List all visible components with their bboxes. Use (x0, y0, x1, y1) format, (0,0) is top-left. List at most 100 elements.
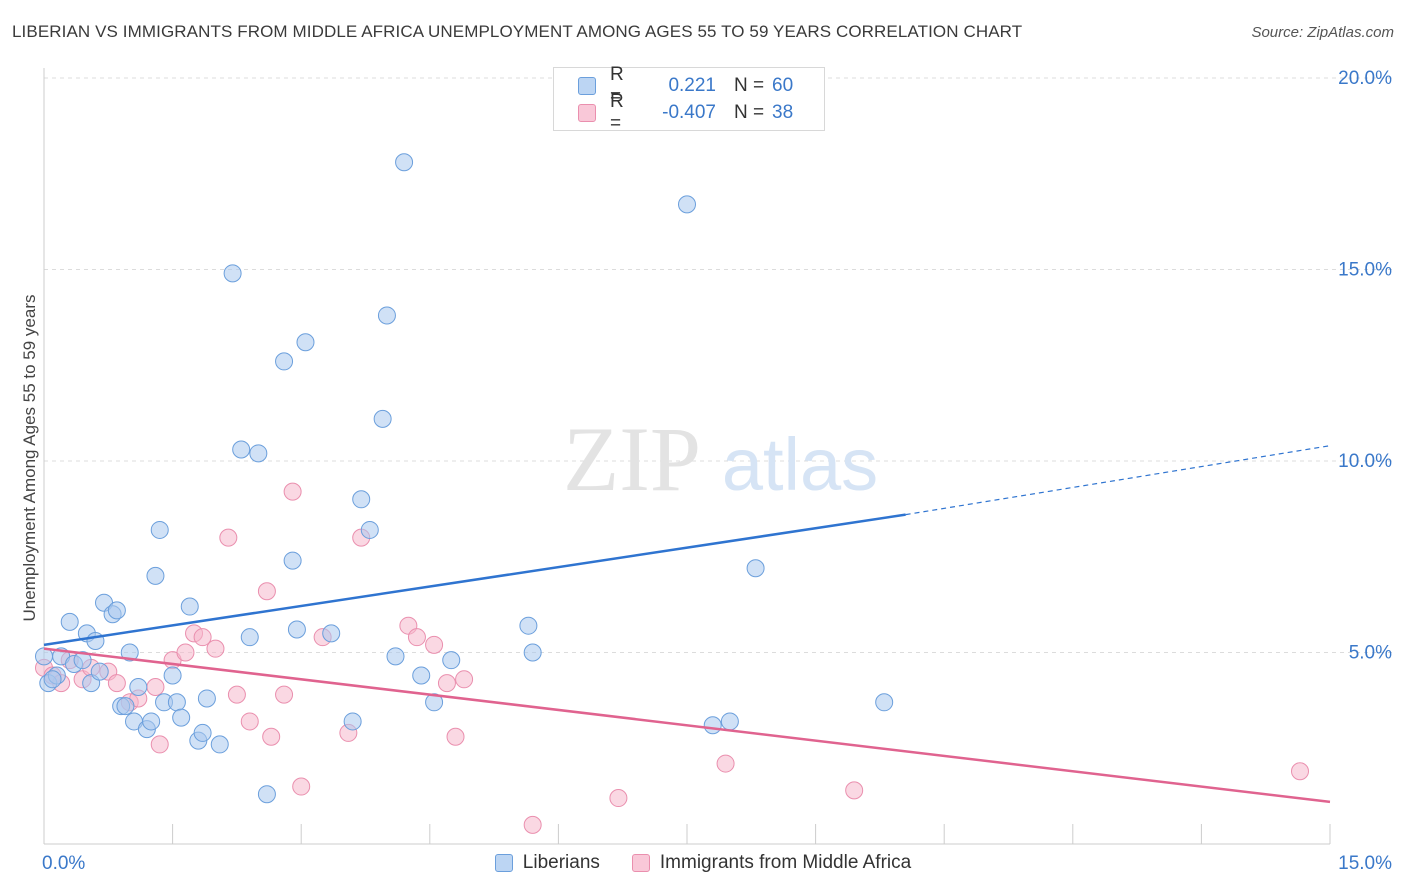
liberians-point (129, 677, 148, 696)
watermark-atlas: atlas (722, 423, 878, 506)
liberians-point (90, 662, 109, 681)
liberians-point (107, 601, 126, 620)
middle-africa-point (257, 582, 276, 601)
legend-n-value: 38 (772, 102, 794, 123)
series-legend-liberians: Liberians (494, 852, 600, 874)
liberians-point (283, 551, 302, 570)
liberians-point (43, 670, 62, 689)
liberians-point (257, 785, 276, 804)
liberians-point (296, 333, 315, 352)
y-tick-label: 10.0% (1338, 451, 1392, 472)
middle-africa-point (240, 712, 259, 731)
middle-africa-point (193, 628, 212, 647)
liberians-point (150, 520, 169, 539)
middle-africa-point (446, 727, 465, 746)
middle-africa-point (455, 670, 474, 689)
middle-africa-point (292, 777, 311, 796)
liberians-point (180, 597, 199, 616)
middle-africa-point (845, 781, 864, 800)
source-label: Source: ZipAtlas.com (1251, 24, 1394, 41)
middle-africa-point (523, 815, 542, 834)
liberians-point (377, 306, 396, 325)
y-tick-label: 20.0% (1338, 68, 1392, 89)
middle-africa-point (227, 685, 246, 704)
liberians-point (352, 490, 371, 509)
series-label-liberians: Liberians (522, 852, 600, 873)
liberians-point (287, 620, 306, 639)
liberians-point (240, 628, 259, 647)
liberians-point (412, 666, 431, 685)
legend-r-label: R = (610, 64, 624, 107)
liberians-point (172, 708, 191, 727)
middle-africa-point (283, 482, 302, 501)
x-tick-label: 0.0% (42, 853, 85, 874)
liberians-point (193, 723, 212, 742)
liberians-point (519, 616, 538, 635)
middle-africa-point (407, 628, 426, 647)
y-tick-label: 15.0% (1338, 260, 1392, 281)
middle-africa-point (107, 674, 126, 693)
legend-swatch-middle-africa (578, 104, 596, 122)
middle-africa-point (275, 685, 294, 704)
trend-lines (43, 445, 1331, 804)
liberians-point (249, 444, 268, 463)
liberians-point (746, 559, 765, 578)
liberians-point (386, 647, 405, 666)
liberians-trend-extension (905, 445, 1331, 516)
liberians-point (275, 352, 294, 371)
legend-row-middle-africa: R = -0.407 N = 38 (578, 91, 794, 134)
liberians-point (223, 264, 242, 283)
liberians-point (875, 693, 894, 712)
legend-n-value: 60 (772, 75, 794, 96)
liberians-point (120, 643, 139, 662)
middle-africa-point (176, 643, 195, 662)
watermark-zip: ZIP (563, 408, 701, 510)
liberians-point (442, 651, 461, 670)
legend-r-value: -0.407 (662, 102, 716, 123)
series-legend-middle-africa: Immigrants from Middle Africa (631, 852, 912, 874)
legend-n-label: N = (734, 75, 765, 96)
liberians-point (142, 712, 161, 731)
middle-africa-point (150, 735, 169, 754)
axes (43, 68, 1331, 845)
liberians-point (232, 440, 251, 459)
legend-swatch-liberians (578, 77, 596, 95)
liberians-point (73, 651, 92, 670)
liberians-point (703, 716, 722, 735)
middle-africa-point (437, 674, 456, 693)
liberians-point (373, 409, 392, 428)
liberians-point (116, 697, 135, 716)
legend-row-liberians: R = 0.221 N = 60 (578, 64, 794, 107)
middle-africa-point (716, 754, 735, 773)
middle-africa-point (1290, 762, 1309, 781)
middle-africa-point (146, 677, 165, 696)
liberians-point (678, 195, 696, 214)
middle-africa-point (425, 635, 444, 654)
tick-labels: 5.0% 10.0% 15.0% 20.0% 0.0% 15.0% (42, 68, 1392, 874)
liberians-trend-line (43, 513, 906, 647)
middle-africa-trend-line (43, 647, 1331, 804)
liberians-point (210, 735, 229, 754)
series-label-middle-africa: Immigrants from Middle Africa (659, 852, 912, 873)
liberians-point (167, 693, 186, 712)
liberians-point (720, 712, 739, 731)
middle-africa-point (262, 727, 281, 746)
middle-africa-point (206, 639, 225, 658)
liberians-point (523, 643, 542, 662)
middle-africa-point (219, 528, 238, 547)
chart-title: LIBERIAN VS IMMIGRANTS FROM MIDDLE AFRIC… (12, 22, 1023, 41)
liberians-point (425, 693, 444, 712)
legend-n-label: N = (734, 102, 765, 123)
liberians-point (163, 666, 182, 685)
legend-r-value: 0.221 (668, 75, 716, 96)
grid-lines (44, 77, 1392, 653)
liberians-point (360, 520, 379, 539)
liberians-point (343, 712, 362, 731)
y-tick-label: 5.0% (1349, 643, 1392, 664)
watermark: ZIP atlas (563, 408, 878, 510)
middle-africa-point (609, 789, 628, 808)
series-swatch-middle-africa (631, 854, 650, 872)
liberians-point (197, 689, 216, 708)
data-points (35, 153, 1309, 834)
